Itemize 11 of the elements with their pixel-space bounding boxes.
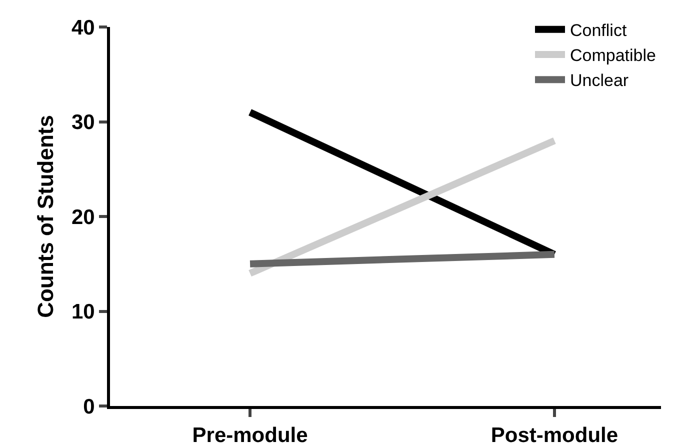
y-tick-label: 10 <box>71 300 95 324</box>
y-tick-label: 0 <box>83 395 95 418</box>
x-tick-label: Post-module <box>490 424 618 446</box>
x-tick-label: Pre-module <box>192 424 308 446</box>
y-tick-label: 20 <box>71 206 95 229</box>
legend-label: Compatible <box>570 46 656 66</box>
y-tick-label: 30 <box>71 111 95 134</box>
legend-label: Conflict <box>570 21 627 40</box>
legend-label: Unclear <box>570 71 629 90</box>
y-axis-title: Counts of Students <box>33 115 58 318</box>
y-tick-label: 40 <box>71 16 95 40</box>
